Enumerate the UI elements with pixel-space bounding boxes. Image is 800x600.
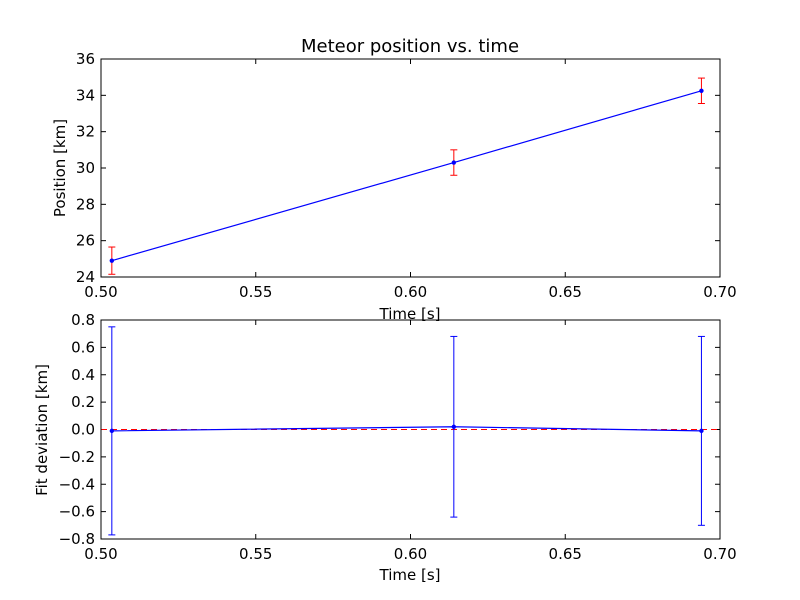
x-tick-label: 0.60 [394, 283, 427, 301]
y-tick-label: 0.2 [71, 393, 95, 411]
deviation-plot-area: 0.50 0.55 0.60 0.65 0.70 −0.8 −0.6 −0.4 −0.2 0.0 0… [59, 311, 737, 563]
y-tick-label: 24 [76, 268, 95, 286]
x-tick-label: 0.65 [549, 545, 582, 563]
data-point [699, 88, 704, 93]
x-tick-label: 0.70 [703, 545, 736, 563]
data-point [451, 160, 457, 165]
deviation-plot-frame [100, 319, 721, 540]
position-panel: Meteor position vs. time Time [s] Positi… [51, 36, 737, 323]
x-axis-label-bottom: Time [s] [379, 566, 441, 584]
y-tick-label: 0.4 [71, 366, 95, 384]
x-tick-label: 0.55 [239, 283, 272, 301]
data-point [109, 258, 115, 263]
x-axis-label-top: Time [s] [379, 305, 441, 323]
y-tick-label: 34 [76, 86, 95, 104]
data-point [451, 424, 457, 429]
x-tick-label: 0.50 [84, 283, 117, 301]
x-tick-label: 0.55 [239, 545, 272, 563]
y-tick-label: 26 [76, 232, 95, 250]
y-tick-label: 28 [76, 195, 95, 213]
y-tick-label: −0.8 [59, 530, 95, 548]
position-plot-area: 0.50 0.55 0.60 0.65 0.70 24 26 28 30 32 34 36 [76, 50, 737, 301]
chart-title: Meteor position vs. time [301, 36, 519, 57]
x-tick-label: 0.60 [394, 545, 427, 563]
x-tick-label: 0.65 [549, 283, 582, 301]
y-tick-label: 36 [76, 50, 95, 68]
y-tick-label: 0.0 [71, 421, 95, 439]
x-tick-label: 0.70 [703, 283, 736, 301]
y-tick-label: 30 [76, 159, 95, 177]
y-tick-label: 32 [76, 123, 95, 141]
y-tick-label: −0.4 [59, 475, 95, 493]
y-tick-label: −0.2 [59, 448, 95, 466]
position-plot-frame [100, 58, 721, 278]
x-tick-label: 0.50 [84, 545, 117, 563]
y-tick-label: 0.8 [71, 311, 95, 329]
y-tick-label: 0.6 [71, 338, 95, 356]
data-point [109, 428, 115, 434]
y-axis-label-bottom: Fit deviation [km] [33, 364, 51, 496]
deviation-panel: Time [s] Fit deviation [km] 0.50 0.55 0.60… [33, 311, 737, 584]
y-axis-label-top: Position [km] [51, 119, 69, 217]
y-tick-label: −0.6 [59, 503, 95, 521]
data-point [699, 428, 704, 434]
